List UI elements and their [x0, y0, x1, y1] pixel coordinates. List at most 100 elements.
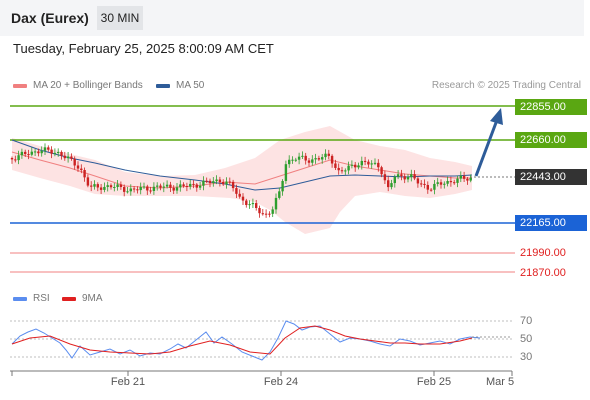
candle-body: [416, 178, 420, 184]
candle-body: [175, 187, 179, 191]
candle-body: [327, 153, 330, 156]
candle-body: [189, 183, 192, 187]
timeframe-button[interactable]: 30 MIN: [97, 6, 143, 30]
candle-body: [387, 180, 390, 188]
bollinger-band: [12, 126, 472, 234]
forecast-arrowhead: [490, 108, 503, 125]
candle-body: [436, 182, 439, 184]
forecast-arrow: [474, 119, 499, 177]
candle-body: [453, 182, 456, 184]
candle-body: [235, 188, 238, 194]
candle-body: [337, 167, 340, 171]
candle-body: [469, 177, 472, 181]
candle-body: [53, 152, 57, 154]
candle-body: [63, 155, 66, 159]
candle-body: [126, 191, 129, 193]
candle-body: [14, 159, 17, 161]
candle-body: [317, 158, 321, 160]
candle-body: [50, 149, 53, 154]
candle-body: [20, 151, 24, 156]
candle-body: [43, 147, 47, 151]
candle-body: [40, 150, 43, 154]
candle-body: [159, 185, 162, 188]
candle-body: [198, 185, 202, 188]
candle-body: [215, 179, 218, 182]
rsi-label: RSI: [33, 293, 50, 304]
candle-body: [370, 163, 373, 165]
candle-body: [380, 167, 383, 175]
candle-body: [57, 151, 60, 153]
candle-body: [288, 159, 291, 165]
candle-body: [106, 185, 109, 187]
candle-body: [446, 180, 449, 184]
candle-body: [251, 203, 255, 205]
candle-body: [264, 213, 268, 215]
candle-body: [433, 183, 436, 190]
candle-body: [24, 151, 27, 155]
candle-body: [294, 159, 297, 161]
level-label-21870: 21870.00: [520, 267, 566, 279]
candle-body: [195, 184, 198, 188]
candle-body: [146, 186, 149, 191]
candle-body: [350, 164, 354, 166]
candle-body: [27, 154, 30, 156]
level-label-22165: 22165.00: [515, 215, 587, 231]
candle-body: [208, 180, 212, 184]
candle-body: [406, 176, 410, 180]
level-label-22660: 22660.00: [515, 132, 587, 148]
candle-body: [129, 188, 132, 192]
ma20-line: [11, 151, 472, 189]
candle-body: [76, 165, 80, 169]
rsi-ma-swatch: [62, 296, 76, 301]
candle-body: [410, 174, 413, 177]
candle-body: [403, 176, 406, 180]
candle-body: [165, 184, 169, 187]
candle-body: [321, 157, 324, 160]
candle-body: [466, 178, 469, 181]
candle-body: [334, 163, 337, 168]
candle-body: [255, 203, 258, 209]
legend-ma50: MA 50: [156, 80, 204, 91]
candle-body: [297, 156, 301, 160]
candle-body: [268, 213, 271, 215]
rsi-swatch: [13, 296, 27, 301]
ma50-swatch: [156, 83, 170, 88]
candle-body: [456, 178, 459, 183]
candle-body: [10, 158, 14, 160]
candle-body: [185, 186, 189, 188]
candle-body: [192, 183, 195, 185]
candle-body: [99, 187, 103, 190]
rsi-ma-line: [11, 325, 473, 355]
candle-body: [70, 156, 73, 159]
candle-body: [80, 168, 83, 170]
candle-body: [132, 188, 136, 190]
candle-body: [340, 170, 344, 172]
candle-body: [60, 151, 63, 156]
candle-body: [314, 158, 317, 160]
candle-body: [271, 209, 274, 214]
candle-body: [119, 184, 123, 188]
candle-body: [156, 185, 159, 187]
candle-body: [429, 189, 433, 191]
candle-body: [373, 162, 377, 164]
candle-body: [86, 177, 90, 186]
candle-body: [152, 186, 156, 191]
candle-body: [258, 208, 261, 214]
candle-body: [149, 190, 152, 192]
legend-rsi-ma: 9MA: [62, 293, 103, 304]
candle-body: [304, 155, 307, 161]
candle-body: [281, 180, 284, 192]
chart-datetime: Tuesday, February 25, 2025 8:00:09 AM CE…: [13, 41, 274, 56]
candle-body: [90, 185, 93, 187]
candle-body: [390, 183, 393, 188]
candle-body: [274, 197, 278, 210]
ma20-swatch: [13, 83, 27, 88]
candle-body: [96, 184, 99, 188]
candle-body: [231, 181, 235, 189]
research-credit: Research © 2025 Trading Central: [431, 80, 581, 91]
candle-body: [393, 176, 396, 184]
candle-body: [324, 153, 327, 158]
candle-body: [179, 184, 182, 188]
level-label-22855: 22855.00: [515, 99, 587, 115]
candle-body: [47, 147, 50, 150]
